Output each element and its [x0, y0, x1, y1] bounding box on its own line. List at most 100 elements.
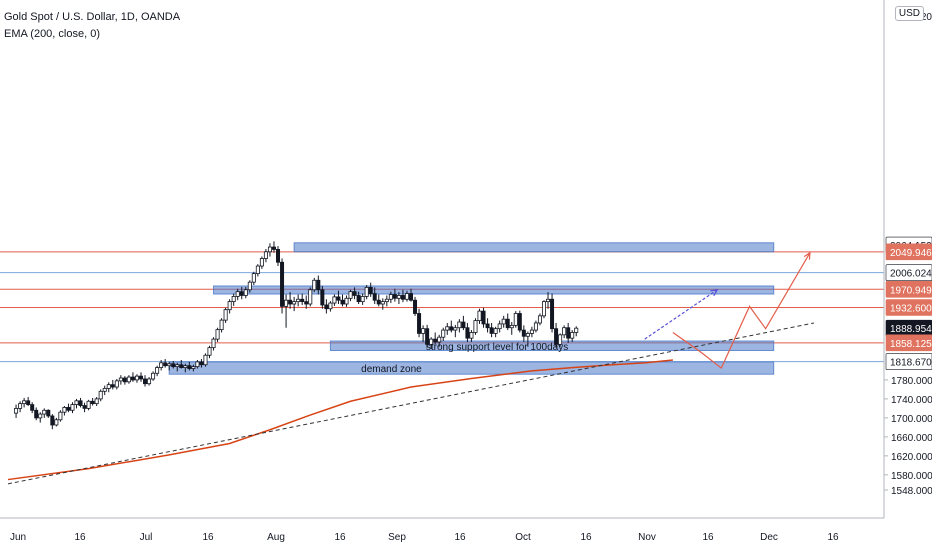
price-label-6: 1858.125	[890, 339, 932, 350]
candle	[425, 324, 430, 348]
candle-body	[280, 261, 285, 307]
candle-body	[292, 301, 297, 305]
candle-body	[159, 362, 164, 368]
candle-body	[537, 315, 542, 324]
candle	[151, 371, 156, 381]
candle	[94, 396, 99, 407]
candle-body	[235, 291, 240, 297]
dashed-trendline	[7, 322, 815, 485]
candle-body	[26, 400, 31, 405]
candle	[388, 291, 393, 304]
candle	[276, 246, 281, 267]
price-label-3: 1970.949	[890, 285, 932, 296]
candle	[187, 361, 192, 371]
candle	[159, 359, 164, 371]
candle	[445, 322, 450, 335]
candle	[18, 401, 23, 413]
zone-label-3: demand zone	[361, 364, 422, 375]
candle-body	[94, 398, 99, 405]
candle-body	[219, 319, 224, 331]
candle-body	[384, 298, 389, 303]
candle	[570, 330, 575, 342]
candle-body	[163, 362, 168, 367]
candle	[433, 332, 438, 345]
candle-body	[449, 326, 454, 331]
candle	[485, 318, 490, 333]
candle	[546, 292, 551, 309]
candle	[328, 301, 333, 312]
candle-body	[243, 289, 248, 296]
candle-body	[203, 354, 208, 366]
candle-body	[62, 407, 67, 413]
candle-body	[558, 334, 563, 345]
candle-body	[521, 329, 526, 337]
candle	[525, 331, 530, 347]
candle-body	[304, 301, 309, 305]
trendline	[7, 322, 815, 485]
candle	[364, 285, 369, 300]
candle	[284, 294, 289, 328]
candle-body	[259, 258, 264, 267]
candle-body	[231, 296, 236, 303]
candle-body	[143, 378, 148, 385]
candle	[541, 300, 546, 319]
candle	[147, 377, 152, 386]
candle	[280, 258, 285, 314]
candle-body	[457, 321, 462, 329]
candle	[308, 287, 313, 307]
candle-body	[513, 313, 518, 326]
candle	[66, 403, 71, 413]
candle	[38, 412, 43, 423]
candle-body	[42, 409, 47, 415]
candle	[368, 282, 373, 297]
candle	[175, 362, 180, 372]
time-axis[interactable]: Jun 16 Jul 16 Aug 16 Sep 16 Oct 16 Nov 16 Dec 16	[0, 517, 932, 550]
price-tick-label: 1620.000	[891, 452, 932, 463]
candle-body	[417, 313, 422, 334]
candle-body	[191, 366, 196, 369]
time-tick-label: 16	[202, 532, 214, 543]
currency-button[interactable]: USD	[894, 6, 924, 21]
candle	[70, 402, 75, 414]
candle-body	[445, 326, 450, 331]
candle	[167, 361, 172, 371]
candle	[34, 407, 39, 421]
candle	[271, 241, 276, 253]
candle-body	[340, 299, 345, 305]
candle	[449, 320, 454, 333]
candle-body	[66, 407, 71, 411]
candle-body	[509, 324, 514, 329]
candle-body	[126, 376, 131, 383]
candle-body	[546, 298, 551, 303]
time-tick-label: Sep	[388, 532, 406, 543]
plot-area[interactable]	[0, 0, 884, 518]
candle-body	[187, 365, 192, 369]
candle	[163, 359, 168, 368]
candle	[82, 402, 87, 413]
candle	[441, 327, 446, 342]
candle	[356, 291, 361, 304]
candle-body	[320, 289, 325, 306]
candle-body	[122, 377, 127, 383]
candle	[114, 378, 119, 390]
candle	[74, 398, 79, 409]
candle-body	[138, 375, 143, 380]
candle	[126, 375, 131, 384]
candle-body	[211, 338, 216, 349]
candle-body	[562, 327, 567, 336]
candle	[259, 256, 264, 269]
candle-body	[461, 321, 466, 329]
candles	[14, 241, 579, 430]
candle	[247, 280, 252, 293]
price-tick-label: 1780.000	[891, 376, 932, 387]
candle	[533, 320, 538, 333]
candle	[14, 404, 19, 418]
indicator-legend[interactable]: EMA (200, close, 0)	[4, 28, 100, 40]
price-axis[interactable]: 1548.000 1580.000 1620.000 1660.000 1700.000…	[883, 0, 932, 550]
candle-body	[368, 286, 373, 294]
candle-body	[380, 301, 385, 305]
candle	[46, 409, 51, 418]
candle	[171, 360, 176, 369]
candle-body	[364, 286, 369, 297]
